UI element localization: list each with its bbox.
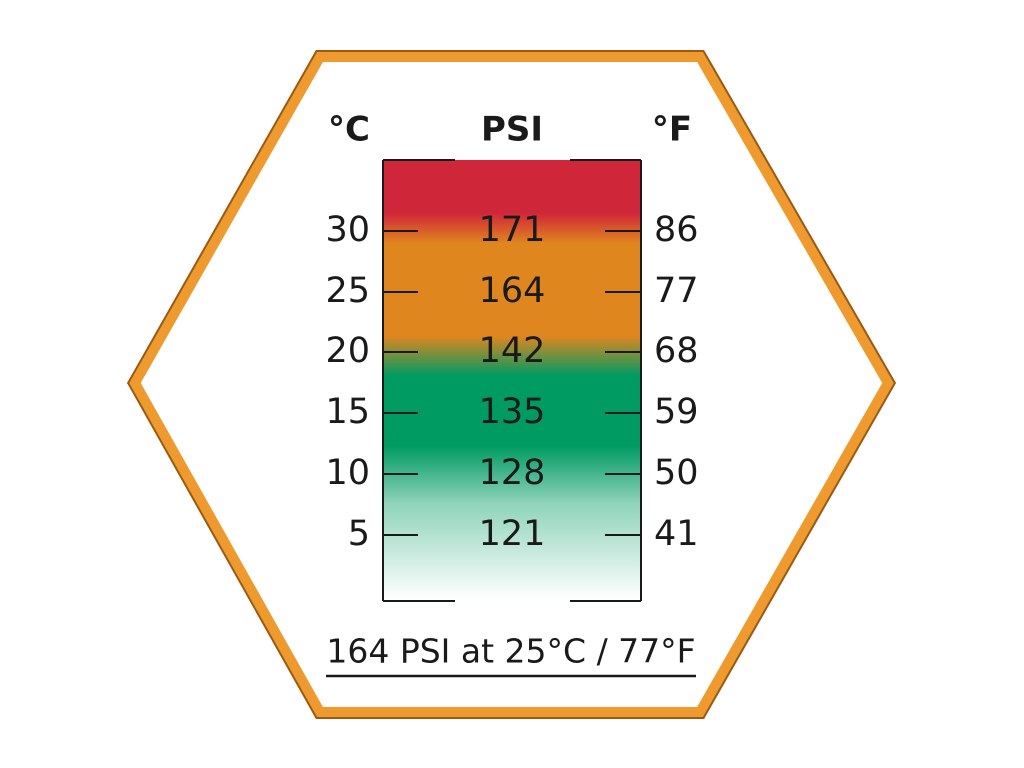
gauge-bar [383,160,641,600]
header-fahrenheit: °F [652,110,692,150]
fahrenheit-value: 77 [654,271,699,311]
gauge-frame [382,159,642,602]
fahrenheit-value: 59 [654,392,699,432]
celsius-value: 5 [348,514,370,554]
fahrenheit-value: 86 [654,210,699,250]
fahrenheit-value: 68 [654,331,699,371]
psi-value: 135 [479,392,546,432]
celsius-value: 30 [325,210,370,250]
header-celsius: °C [328,110,370,150]
fahrenheit-value: 41 [654,514,699,554]
fahrenheit-value: 50 [654,453,699,493]
psi-value: 164 [479,271,546,311]
psi-value: 128 [479,453,546,493]
celsius-value: 20 [325,331,370,371]
caption: 164 PSI at 25°C / 77°F [326,632,695,671]
psi-value: 171 [479,210,546,250]
psi-value: 121 [479,514,546,554]
celsius-value: 10 [325,453,370,493]
header-psi: PSI [481,110,543,150]
psi-value: 142 [479,331,546,371]
celsius-value: 15 [325,392,370,432]
celsius-value: 25 [325,271,370,311]
